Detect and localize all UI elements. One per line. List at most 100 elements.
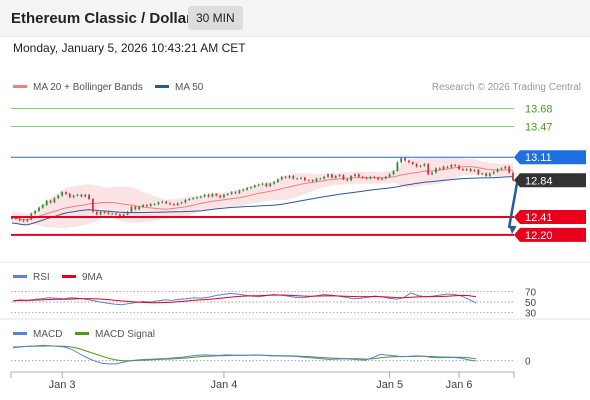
chart-datetime: Monday, January 5, 2026 10:43:21 AM CET <box>13 41 246 55</box>
rsi-level-label: 30 <box>525 309 537 320</box>
candle-body <box>261 183 264 185</box>
candle <box>145 204 148 207</box>
candle-body <box>442 166 445 170</box>
candle <box>95 210 98 216</box>
candle <box>180 201 183 205</box>
candle-body <box>169 203 171 205</box>
candle <box>149 203 152 207</box>
candle <box>435 167 437 174</box>
candle <box>34 209 37 215</box>
candle <box>92 198 94 213</box>
candle <box>381 177 383 181</box>
rsi-level-label: 70 <box>525 287 537 298</box>
candle-body <box>184 199 187 203</box>
candle-body <box>68 193 71 198</box>
candle-body <box>396 162 399 171</box>
candle <box>473 168 476 172</box>
candle <box>250 186 252 189</box>
candle <box>199 195 202 199</box>
candle <box>176 202 179 207</box>
candle-body <box>203 194 206 197</box>
resistance-label: 13.68 <box>525 104 553 116</box>
candle-body <box>107 212 110 214</box>
candle <box>230 191 233 195</box>
ma50-line <box>11 176 513 226</box>
candle <box>238 189 241 195</box>
rsi-ma-line <box>12 294 477 304</box>
candle-body <box>22 220 25 222</box>
candle-body <box>481 173 484 175</box>
candle <box>365 176 368 180</box>
candle <box>242 188 245 192</box>
candle <box>153 203 156 206</box>
candle <box>404 157 406 162</box>
candle <box>88 193 90 201</box>
candle <box>450 163 453 169</box>
candle <box>138 205 141 211</box>
candle-body <box>72 195 75 198</box>
candle-body <box>138 206 141 210</box>
legend-swatch <box>13 85 27 88</box>
candle-body <box>288 175 291 178</box>
candle <box>265 182 268 188</box>
rsi-legend-label: 9MA <box>82 272 103 283</box>
resistance-label: 13.47 <box>525 121 553 133</box>
candle <box>392 169 395 176</box>
candle-body <box>41 205 44 208</box>
candle-body <box>80 194 83 197</box>
candle <box>65 191 67 195</box>
candle <box>419 164 422 168</box>
interval-badge[interactable]: 30 MIN <box>188 6 243 30</box>
candle <box>438 167 441 171</box>
candle <box>485 172 487 178</box>
candle <box>41 204 44 209</box>
candle-body <box>65 192 67 194</box>
forecast-arrow-shaft <box>507 183 519 229</box>
candle <box>350 174 353 182</box>
candle-body <box>307 180 310 182</box>
candle <box>342 174 345 181</box>
candle <box>72 194 75 199</box>
candle <box>346 178 349 182</box>
candle-body <box>338 175 341 177</box>
candle-body <box>207 194 210 197</box>
candle <box>61 191 63 197</box>
candle <box>18 217 21 222</box>
candle <box>57 194 60 200</box>
candle <box>296 177 299 180</box>
candle <box>373 175 376 179</box>
candle-body <box>103 211 106 213</box>
candle-body <box>95 211 98 215</box>
support-label-box <box>514 227 586 242</box>
candle-body <box>303 177 306 181</box>
candle-body <box>500 168 503 170</box>
candle-body <box>296 178 299 180</box>
candle-body <box>419 165 422 167</box>
candle-body <box>119 214 121 217</box>
candle-body <box>34 211 37 214</box>
candle-body <box>423 164 426 166</box>
candle-body <box>477 170 480 175</box>
candle-body <box>134 206 137 210</box>
candle <box>53 197 56 204</box>
candle-body <box>165 201 168 204</box>
candle-body <box>142 205 144 207</box>
candle-body <box>84 194 87 197</box>
candle <box>284 175 287 179</box>
candle-body <box>223 194 225 198</box>
candle <box>315 177 318 183</box>
candle-body <box>342 175 345 180</box>
macd-line <box>12 344 477 365</box>
candle <box>211 192 214 198</box>
candle-body <box>130 206 133 212</box>
candle-body <box>88 194 90 200</box>
candle-body <box>473 170 476 172</box>
candle <box>142 204 144 208</box>
candle <box>111 212 114 215</box>
candle-body <box>369 176 372 179</box>
candle <box>130 205 133 213</box>
candle <box>99 210 102 216</box>
candle-body <box>149 204 152 206</box>
rsi-legend-label: RSI <box>33 272 50 283</box>
